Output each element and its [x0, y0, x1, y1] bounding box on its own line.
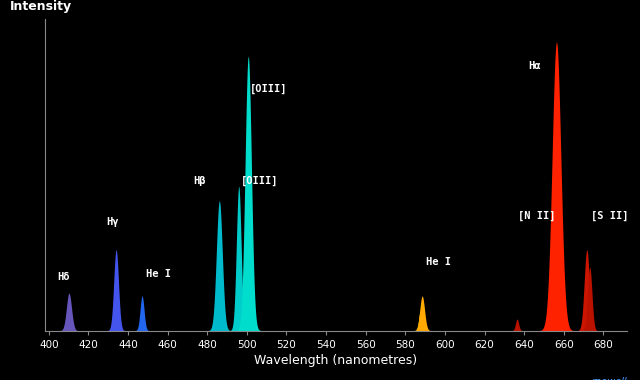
Text: [OIII]: [OIII]	[250, 84, 288, 94]
Text: Hα: Hα	[529, 61, 541, 71]
Text: He I: He I	[426, 257, 451, 267]
Text: He I: He I	[146, 269, 171, 279]
Text: rpowell: rpowell	[591, 377, 627, 380]
X-axis label: Wavelength (nanometres): Wavelength (nanometres)	[255, 354, 417, 367]
Text: Hγ: Hγ	[106, 217, 118, 227]
Text: Hδ: Hδ	[57, 272, 70, 282]
Text: [OIII]: [OIII]	[241, 176, 278, 186]
Text: [N II]: [N II]	[518, 211, 556, 221]
Text: Intensity: Intensity	[10, 0, 72, 13]
Text: Hβ: Hβ	[193, 176, 206, 186]
Text: [S II]: [S II]	[591, 211, 628, 221]
